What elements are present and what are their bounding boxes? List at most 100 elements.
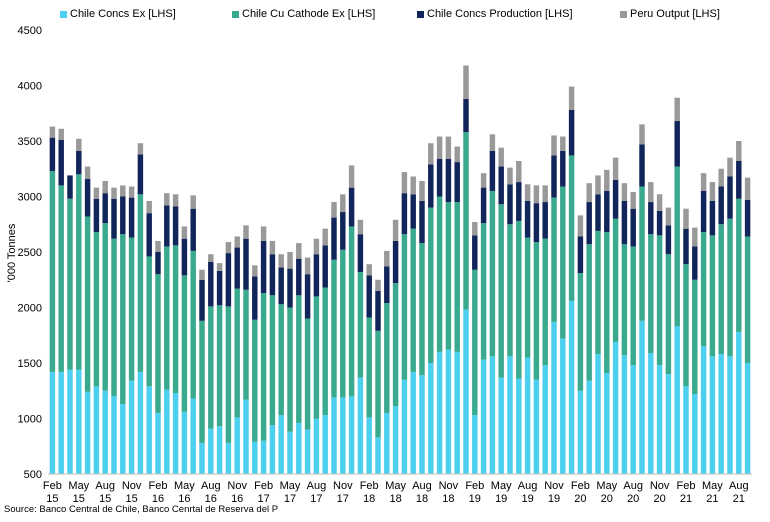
bar-segment-chile-cu-cathode-ex-79 — [744, 236, 751, 363]
bar-segment-chile-concs-production-18 — [208, 261, 214, 307]
bar-segment-chile-concs-ex-28 — [296, 422, 302, 474]
bar-segment-chile-cu-cathode-ex-54 — [524, 237, 531, 358]
bar-segment-chile-concs-ex-56 — [542, 365, 548, 474]
bar-segment-chile-concs-production-50 — [489, 150, 496, 191]
bar-segment-peru-output-70 — [665, 207, 672, 226]
bar-segment-chile-concs-ex-31 — [322, 415, 328, 474]
bar-segment-peru-output-40 — [401, 172, 408, 194]
x-tick-year-10: 17 — [310, 493, 322, 505]
bar-segment-peru-output-19 — [216, 263, 223, 271]
x-tick-month-11: Nov — [333, 480, 353, 492]
x-tick-year-24: 21 — [680, 493, 692, 505]
source-note: Source: Banco Central de Chile, Banco Ce… — [4, 504, 279, 515]
bar-segment-peru-output-24 — [260, 226, 267, 241]
y-tick-label-3: 2000 — [18, 303, 42, 315]
bar-segment-chile-cu-cathode-ex-76 — [718, 224, 724, 355]
bar-segment-chile-concs-production-67 — [639, 144, 645, 187]
x-tick-year-1: 15 — [73, 493, 85, 505]
bar-segment-chile-concs-ex-21 — [234, 417, 240, 474]
bar-segment-chile-cu-cathode-ex-10 — [137, 194, 144, 372]
bar-segment-peru-output-33 — [340, 194, 346, 213]
bar-segment-chile-concs-production-63 — [604, 190, 610, 233]
bar-segment-chile-concs-ex-54 — [524, 357, 531, 474]
bar-segment-chile-concs-ex-37 — [375, 437, 381, 474]
bar-segment-peru-output-18 — [208, 254, 214, 262]
bar-segment-chile-concs-ex-12 — [155, 412, 161, 474]
bar-segment-peru-output-20 — [225, 242, 232, 254]
bar-segment-chile-cu-cathode-ex-11 — [146, 256, 152, 387]
y-tick-label-6: 3500 — [18, 136, 42, 148]
x-tick-year-25: 21 — [706, 493, 718, 505]
bar-segment-chile-cu-cathode-ex-13 — [164, 246, 170, 390]
bar-segment-chile-concs-ex-26 — [278, 415, 284, 474]
x-tick-year-12: 18 — [363, 493, 375, 505]
bar-segment-chile-concs-ex-23 — [252, 441, 258, 474]
bar-segment-chile-cu-cathode-ex-7 — [111, 238, 117, 397]
bar-segment-chile-concs-production-16 — [190, 208, 196, 251]
bar-segment-chile-concs-ex-17 — [199, 442, 205, 474]
bar-segment-peru-output-76 — [718, 168, 724, 187]
bar-segment-chile-concs-ex-78 — [736, 331, 742, 474]
bar-segment-chile-cu-cathode-ex-38 — [384, 303, 390, 413]
bar-segment-chile-cu-cathode-ex-6 — [102, 223, 108, 391]
bar-segment-chile-concs-production-8 — [120, 196, 126, 235]
bar-segment-chile-cu-cathode-ex-72 — [683, 264, 689, 387]
bar-segment-peru-output-74 — [700, 173, 707, 191]
bar-segment-chile-concs-production-14 — [172, 206, 179, 246]
bar-segment-chile-concs-ex-39 — [392, 406, 399, 474]
bar-segment-peru-output-29 — [304, 257, 311, 275]
bar-segment-chile-cu-cathode-ex-71 — [674, 166, 680, 327]
bar-segment-peru-output-53 — [516, 160, 522, 183]
bar-segment-chile-concs-production-53 — [516, 182, 522, 221]
bar-segment-chile-concs-ex-5 — [93, 386, 100, 474]
bar-segment-chile-cu-cathode-ex-47 — [463, 132, 469, 310]
bar-segment-chile-cu-cathode-ex-73 — [692, 279, 698, 395]
plot-area — [49, 65, 751, 474]
bar-segment-chile-concs-production-38 — [384, 266, 390, 304]
bar-segment-chile-concs-ex-7 — [111, 396, 117, 474]
bar-segment-chile-cu-cathode-ex-16 — [190, 250, 196, 399]
bar-segment-chile-concs-ex-29 — [304, 429, 311, 474]
bar-segment-chile-concs-production-22 — [243, 238, 249, 290]
bar-segment-chile-concs-ex-77 — [727, 356, 733, 474]
y-tick-label-4: 2500 — [18, 247, 42, 259]
x-tick-year-11: 17 — [337, 493, 349, 505]
bar-segment-chile-concs-ex-16 — [190, 398, 196, 474]
bar-segment-peru-output-44 — [436, 136, 443, 159]
bar-segment-chile-concs-production-73 — [692, 246, 698, 280]
bar-segment-chile-cu-cathode-ex-53 — [516, 220, 522, 379]
x-tick-year-18: 19 — [521, 493, 533, 505]
y-tick-label-8: 4500 — [18, 25, 42, 37]
bar-segment-peru-output-31 — [322, 228, 328, 246]
bar-segment-chile-cu-cathode-ex-74 — [700, 232, 707, 347]
bar-segment-chile-concs-production-21 — [234, 247, 240, 289]
x-tick-month-13: May — [385, 480, 406, 492]
bar-segment-peru-output-67 — [639, 124, 645, 145]
bar-segment-chile-cu-cathode-ex-8 — [120, 234, 126, 405]
bar-segment-peru-output-62 — [595, 175, 601, 195]
x-tick-month-10: Aug — [307, 480, 327, 492]
legend-label-chile-cu-cathode-ex: Chile Cu Cathode Ex [LHS] — [242, 8, 376, 20]
x-tick-year-4: 16 — [152, 493, 164, 505]
bar-segment-chile-concs-production-62 — [595, 194, 601, 231]
bar-segment-chile-concs-production-11 — [146, 213, 152, 257]
bar-segment-chile-concs-production-79 — [744, 199, 751, 237]
bar-segment-chile-concs-production-31 — [322, 245, 328, 288]
bar-segment-chile-concs-production-46 — [454, 162, 460, 203]
bar-segment-peru-output-41 — [410, 176, 416, 195]
bar-segment-peru-output-37 — [375, 279, 381, 291]
x-tick-month-17: May — [491, 480, 512, 492]
x-tick-month-14: Aug — [412, 480, 432, 492]
bar-segment-chile-concs-ex-68 — [648, 353, 654, 474]
bar-segment-chile-cu-cathode-ex-37 — [375, 330, 381, 438]
x-tick-month-22: Aug — [623, 480, 643, 492]
bar-segment-chile-concs-production-49 — [480, 187, 487, 224]
bar-segment-chile-concs-ex-3 — [76, 369, 82, 474]
bar-segment-chile-concs-production-28 — [296, 258, 302, 296]
y-axis-title: '000 Tonnes — [6, 223, 18, 282]
bar-segment-chile-concs-production-61 — [586, 202, 592, 245]
bar-segment-chile-cu-cathode-ex-46 — [454, 202, 460, 352]
bar-segment-chile-cu-cathode-ex-23 — [252, 319, 258, 442]
legend: Chile Concs Ex [LHS] Chile Cu Cathode Ex… — [60, 8, 760, 24]
bar-segment-chile-cu-cathode-ex-69 — [656, 235, 663, 366]
